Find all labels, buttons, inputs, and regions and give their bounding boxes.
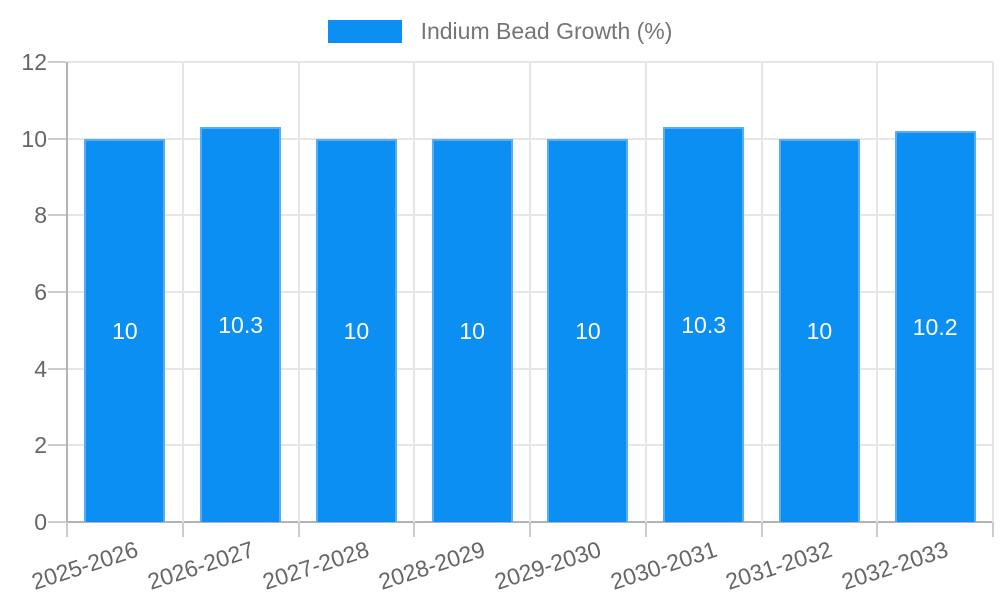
gridline-vertical (297, 62, 300, 522)
bar-value-label: 10.2 (912, 314, 958, 340)
legend-swatch (327, 19, 402, 43)
plot-area: 0 2 4 6 8 10 12 10 10.3 10 10 10 10.3 10 10.2 2025-2026… (21, 49, 994, 595)
y-axis-tick-label: 4 (34, 355, 47, 382)
x-axis-tick (876, 522, 879, 537)
y-axis-tick-label: 8 (34, 202, 47, 229)
y-axis-line (66, 62, 68, 522)
gridline-vertical (992, 62, 994, 522)
bar-value-label: 10 (575, 317, 601, 344)
bar-value-label: 10 (806, 317, 833, 344)
y-axis-tick (48, 444, 66, 447)
x-axis-tick (529, 522, 531, 537)
bar-2030-2031[interactable]: 10.3 (663, 127, 745, 522)
gridline-vertical (644, 62, 647, 522)
x-axis-tick (760, 522, 763, 537)
y-axis-tick (48, 291, 66, 293)
bar-2031-2032[interactable]: 10 (778, 138, 860, 522)
x-axis-tick (66, 522, 68, 537)
x-axis-tick (413, 522, 416, 537)
gridline-vertical (760, 62, 763, 522)
y-axis-tick (48, 214, 66, 217)
legend-label: Indium Bead Growth (%) (420, 18, 673, 44)
bar-2028-2029[interactable]: 10 (431, 138, 513, 522)
x-axis-tick (181, 522, 184, 537)
legend[interactable]: Indium Bead Growth (%) (0, 18, 1000, 44)
bar-value-label: 10 (112, 317, 138, 344)
bar-2025-2026[interactable]: 10 (84, 138, 166, 522)
y-axis-tick-label: 2 (34, 432, 47, 459)
bar-value-label: 10 (343, 317, 370, 344)
y-axis-tick (48, 61, 66, 63)
bar-2029-2030[interactable]: 10 (547, 138, 629, 522)
bar-value-label: 10.3 (681, 312, 726, 339)
y-axis-tick-label: 0 (34, 509, 47, 535)
bar-2026-2027[interactable]: 10.3 (200, 127, 282, 522)
x-axis-tick (644, 522, 647, 537)
y-axis-tick-label: 10 (21, 125, 47, 152)
bar-2027-2028[interactable]: 10 (315, 138, 397, 522)
y-axis-tick (48, 521, 66, 523)
y-axis-tick (48, 367, 66, 370)
x-axis-tick (992, 522, 994, 537)
x-axis-tick (297, 522, 300, 537)
gridline-vertical (181, 62, 184, 522)
y-axis-tick-label: 12 (21, 49, 47, 75)
y-axis-tick (48, 137, 66, 140)
y-axis-tick-label: 6 (34, 279, 47, 305)
bar-value-label: 10.3 (218, 312, 263, 339)
bar-value-label: 10 (459, 317, 485, 344)
gridline-vertical (876, 62, 879, 522)
bar-2032-2033[interactable]: 10.2 (894, 131, 976, 522)
gridline-vertical (529, 62, 531, 522)
gridline-vertical (413, 62, 416, 522)
